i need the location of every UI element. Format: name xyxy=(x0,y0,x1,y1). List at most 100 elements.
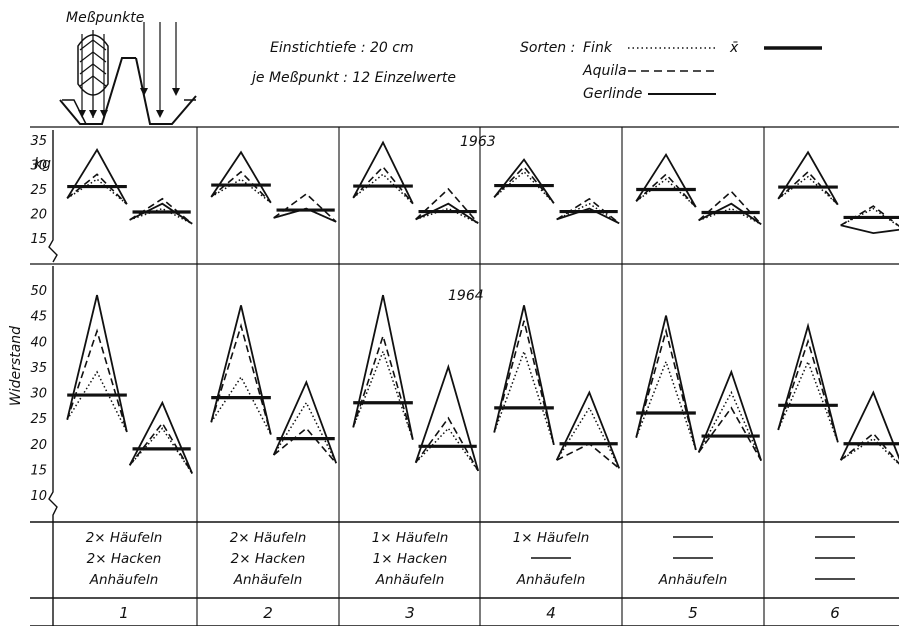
aquila-furrow-mark xyxy=(415,187,479,224)
gerlinde-furrow-mark xyxy=(415,202,479,225)
aquila-ridge-mark xyxy=(66,173,128,205)
aquila-furrow-mark xyxy=(273,427,337,464)
legend-label-fink: Fink xyxy=(583,40,613,56)
grid-frame xyxy=(30,126,899,626)
fink-ridge-mark xyxy=(66,370,128,433)
treatment-text: 2× Häufeln xyxy=(230,530,307,546)
y-tick-label: 30 xyxy=(30,387,47,402)
gerlinde-ridge-mark xyxy=(352,140,414,205)
gerlinde-furrow-mark xyxy=(839,390,899,461)
y-axis-label: Widerstand xyxy=(8,326,24,406)
variant-number: 2 xyxy=(263,604,273,622)
y-tick-label: 15 xyxy=(30,463,47,478)
treatment-text: 2× Hacken xyxy=(87,551,162,567)
fink-ridge-mark xyxy=(210,375,272,435)
y-tick-label: 35 xyxy=(30,361,47,376)
aquila-furrow-mark xyxy=(129,421,193,474)
y-ticks: 15 20 25 30 35 10 15 20 25 30 35 40 45 50 xyxy=(30,134,47,504)
aquila-ridge-mark xyxy=(493,320,555,445)
treatment-text: Anhäufeln xyxy=(658,572,728,588)
aquila-furrow-mark xyxy=(415,416,479,472)
legend: Sorten : Fink Aquila Gerlinde x̄ xyxy=(520,40,822,102)
legend-label-aquila: Aquila xyxy=(582,63,627,79)
y-tick-label: 20 xyxy=(30,208,47,223)
fink-ridge-mark xyxy=(352,173,414,205)
gerlinde-furrow-mark xyxy=(698,202,762,226)
y-tick-label: 45 xyxy=(30,310,47,325)
aquila-furrow-mark xyxy=(840,432,899,465)
unit-label: kg xyxy=(34,156,51,172)
measuring-points-sketch: Meßpunkte xyxy=(59,10,197,125)
variant-number: 4 xyxy=(546,604,556,622)
y-tick-label: 35 xyxy=(30,134,47,149)
y-tick-label: 10 xyxy=(30,489,47,504)
aquila-ridge-mark xyxy=(352,333,414,440)
fink-ridge-mark xyxy=(66,178,128,205)
y-tick-label: 25 xyxy=(30,412,47,427)
aquila-ridge-mark xyxy=(777,338,839,443)
fink-ridge-mark xyxy=(777,175,839,206)
legend-label-mean: x̄ xyxy=(729,40,739,56)
treatment-text: 1× Hacken xyxy=(373,551,448,567)
y-tick-label: 15 xyxy=(30,232,47,247)
gerlinde-furrow-mark xyxy=(129,202,193,225)
gerlinde-ridge-mark xyxy=(777,150,839,206)
gerlinde-ridge-mark xyxy=(777,322,839,443)
fink-furrow-mark xyxy=(556,406,620,469)
chart-marks xyxy=(66,140,899,474)
fink-ridge-mark xyxy=(493,170,555,204)
gerlinde-ridge-mark xyxy=(493,158,555,204)
aquila-ridge-mark xyxy=(66,328,128,433)
gerlinde-ridge-mark xyxy=(635,315,697,451)
treatment-text: Anhäufeln xyxy=(375,572,445,588)
gerlinde-ridge-mark xyxy=(66,294,128,433)
aquila-ridge-mark xyxy=(635,173,697,208)
gerlinde-furrow-mark xyxy=(128,400,193,474)
y-tick-label: 50 xyxy=(30,284,47,299)
aquila-furrow-mark xyxy=(698,406,762,462)
fink-furrow-mark xyxy=(129,207,193,225)
gerlinde-furrow-mark xyxy=(414,363,480,472)
y-tick-label: 20 xyxy=(30,438,47,453)
fink-ridge-mark xyxy=(777,359,839,443)
variant-number: 6 xyxy=(830,604,840,622)
fink-furrow-mark xyxy=(556,202,620,224)
fink-furrow-mark xyxy=(415,207,479,224)
aquila-ridge-mark xyxy=(635,327,697,451)
variant-number: 1 xyxy=(119,604,129,622)
treatment-text: Anhäufeln xyxy=(516,572,586,588)
gerlinde-ridge-mark xyxy=(352,294,414,440)
treatment-text: 1× Häufeln xyxy=(372,530,449,546)
gerlinde-furrow-mark xyxy=(840,224,899,235)
treatment-text: 2× Häufeln xyxy=(86,530,163,546)
y-tick-label: 40 xyxy=(30,335,47,350)
y-tick-label: 25 xyxy=(30,183,47,198)
aquila-ridge-mark xyxy=(493,165,555,204)
gerlinde-furrow-mark xyxy=(556,207,620,225)
fink-furrow-mark xyxy=(698,390,762,461)
y-tick-label: 30 xyxy=(30,159,47,174)
fink-furrow-mark xyxy=(129,427,193,474)
panel-year-1964: 1964 xyxy=(448,288,484,304)
aquila-furrow-mark xyxy=(698,190,762,225)
column-dividers xyxy=(196,127,765,626)
aquila-ridge-mark xyxy=(210,323,272,435)
mess-label: Meßpunkte xyxy=(66,10,144,26)
variant-number: 3 xyxy=(405,604,415,622)
treatment-table: 2× Häufeln 2× Hacken Anhäufeln 1 2× Häufeln 2… xyxy=(86,530,855,622)
gerlinde-furrow-mark xyxy=(272,379,338,464)
per-point-text: je Meßpunkt : 12 Einzelwerte xyxy=(250,70,456,86)
treatment-text: Anhäufeln xyxy=(89,572,159,588)
treatment-text: Anhäufeln xyxy=(233,572,303,588)
depth-text: Einstichtiefe : 20 cm xyxy=(270,40,414,56)
gerlinde-furrow-mark xyxy=(697,369,763,461)
variant-number: 5 xyxy=(688,604,698,622)
panel-year-1963: 1963 xyxy=(460,134,496,150)
gerlinde-ridge-mark xyxy=(493,305,555,445)
legend-label-gerlinde: Gerlinde xyxy=(583,86,642,102)
fink-furrow-mark xyxy=(698,207,762,225)
aquila-ridge-mark xyxy=(777,170,839,206)
fink-furrow-mark xyxy=(840,437,899,466)
treatment-text: 1× Häufeln xyxy=(513,530,590,546)
